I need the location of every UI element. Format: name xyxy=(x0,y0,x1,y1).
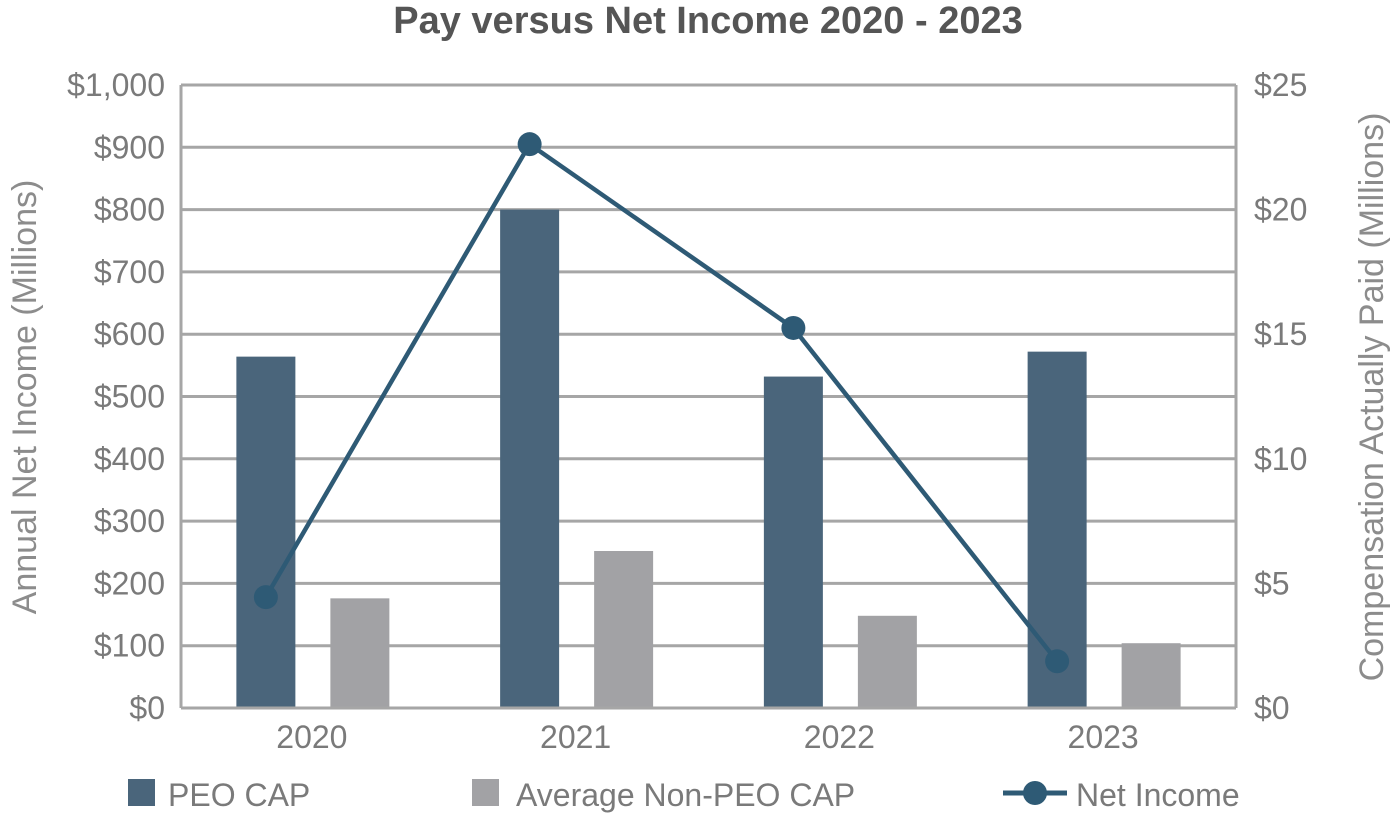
left-tick-label: $600 xyxy=(94,316,165,352)
net-income-polyline xyxy=(263,141,1059,663)
legend-swatch-peo-cap xyxy=(128,779,155,806)
net-income-marker xyxy=(517,132,542,157)
net-income-marker xyxy=(1045,649,1070,674)
net-income-marker xyxy=(253,585,278,610)
legend-label-average-non-peo-cap: Average Non-PEO CAP xyxy=(516,777,855,813)
right-tick-label: $0 xyxy=(1254,690,1290,726)
peo-cap-bar xyxy=(500,209,560,708)
right-axis-title: Compensation Actually Paid (Millions) xyxy=(1353,113,1391,682)
bars xyxy=(236,209,1181,708)
left-tick-label: $300 xyxy=(94,503,165,539)
right-tick-label: $25 xyxy=(1254,67,1307,103)
average-non-peo-cap-bar xyxy=(330,598,390,708)
left-tick-label: $500 xyxy=(94,379,165,415)
right-tick-label: $15 xyxy=(1254,316,1307,352)
legend-label-net-income: Net Income xyxy=(1076,777,1240,813)
x-tick-label: 2023 xyxy=(1068,719,1139,755)
left-tick-label: $1,000 xyxy=(67,67,165,103)
left-tick-label: $900 xyxy=(94,129,165,165)
peo-cap-bar xyxy=(236,356,296,708)
net-income-marker xyxy=(781,315,806,340)
x-tick-label: 2021 xyxy=(540,719,611,755)
average-non-peo-cap-bar xyxy=(1121,643,1181,708)
left-tick-label: $700 xyxy=(94,254,165,290)
left-axis-title: Annual Net Income (Millions) xyxy=(6,180,44,615)
peo-cap-bar xyxy=(763,376,823,708)
x-axis-ticks: 2020 2021 2022 2023 xyxy=(276,719,1138,755)
right-tick-label: $5 xyxy=(1254,565,1290,601)
left-tick-label: $100 xyxy=(94,628,165,664)
x-tick-label: 2020 xyxy=(276,719,347,755)
peo-cap-bar xyxy=(1027,351,1087,708)
average-non-peo-cap-bar xyxy=(594,551,654,708)
plot-frame xyxy=(179,85,1238,710)
left-tick-label: $200 xyxy=(94,565,165,601)
left-tick-label: $0 xyxy=(129,690,165,726)
legend: PEO CAP Average Non-PEO CAP Net Income xyxy=(128,777,1240,813)
left-tick-label: $400 xyxy=(94,441,165,477)
average-non-peo-cap-bar xyxy=(857,615,917,708)
net-income-line xyxy=(253,132,1070,674)
x-tick-label: 2022 xyxy=(804,719,875,755)
chart-title: Pay versus Net Income 2020 - 2023 xyxy=(393,0,1023,42)
right-axis-ticks: $0 $5 $10 $15 $20 $25 xyxy=(1254,67,1307,726)
legend-marker-net-income xyxy=(1023,781,1047,805)
legend-swatch-average-non-peo-cap xyxy=(472,779,499,806)
right-tick-label: $20 xyxy=(1254,192,1307,228)
left-axis-ticks: $0 $100 $200 $300 $400 $500 $600 $700 $800 $900 $1… xyxy=(67,67,165,726)
right-tick-label: $10 xyxy=(1254,441,1307,477)
left-tick-label: $800 xyxy=(94,192,165,228)
legend-label-peo-cap: PEO CAP xyxy=(168,777,310,813)
